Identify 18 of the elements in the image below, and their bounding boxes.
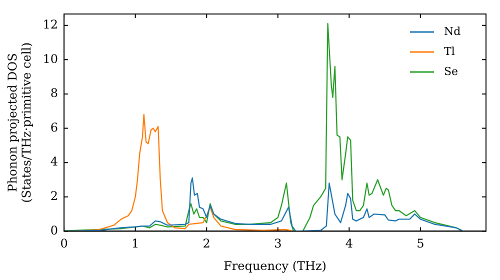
x-tick-label: 3 [274, 236, 282, 251]
y-tick-label: 4 [50, 154, 58, 169]
x-axis-title: Frequency (THz) [224, 258, 326, 273]
legend-label: Tl [444, 44, 456, 58]
x-tick-label: 2 [202, 236, 210, 251]
y-tick-label: 10 [42, 52, 58, 66]
y-tick-label: 6 [50, 120, 58, 134]
x-tick-label: 5 [416, 236, 424, 251]
y-tick-label: 12 [42, 17, 58, 32]
y-tick-label: 0 [50, 223, 58, 238]
legend-label: Se [444, 64, 458, 78]
legend-label: Nd [444, 24, 461, 38]
x-tick-label: 4 [345, 236, 354, 251]
x-tick-label: 1 [132, 236, 140, 251]
x-tick-label: 0 [60, 236, 68, 251]
y-tick-label: 8 [50, 86, 58, 100]
y-tick-label: 2 [50, 189, 58, 204]
y-axis-title: Phonon projected DOS (States/THz·primitive cell) [5, 42, 34, 203]
